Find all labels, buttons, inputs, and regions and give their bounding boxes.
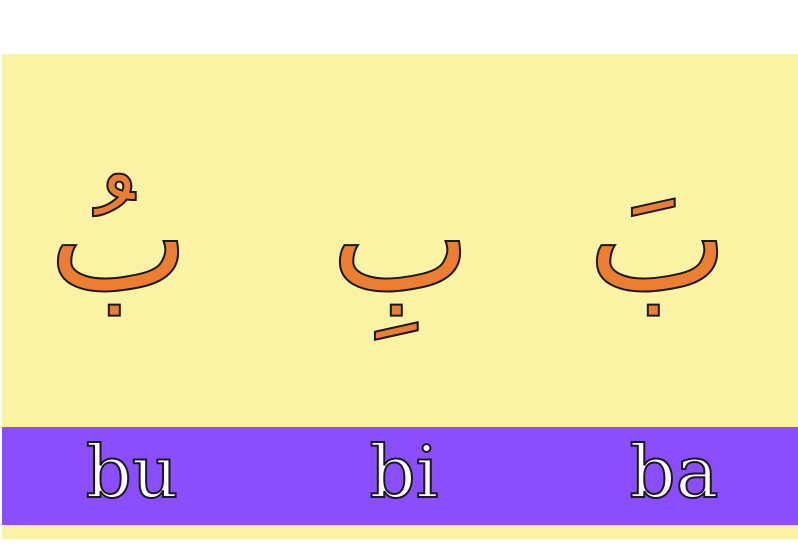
letter-ba-damma: بُ xyxy=(47,152,190,326)
letter-ba-kasra: بِ xyxy=(329,152,472,326)
arabic-letters-row: بُ بِ بَ xyxy=(2,54,798,426)
syllable-bu: bu xyxy=(85,430,179,514)
syllable-ba: ba xyxy=(628,430,719,514)
transliteration-band: bu bi ba xyxy=(2,427,798,525)
flashcard: بُ بِ بَ bu bi ba xyxy=(2,54,798,539)
letter-ba-fatha: بَ xyxy=(586,152,729,326)
syllable-bi: bi xyxy=(368,430,439,514)
